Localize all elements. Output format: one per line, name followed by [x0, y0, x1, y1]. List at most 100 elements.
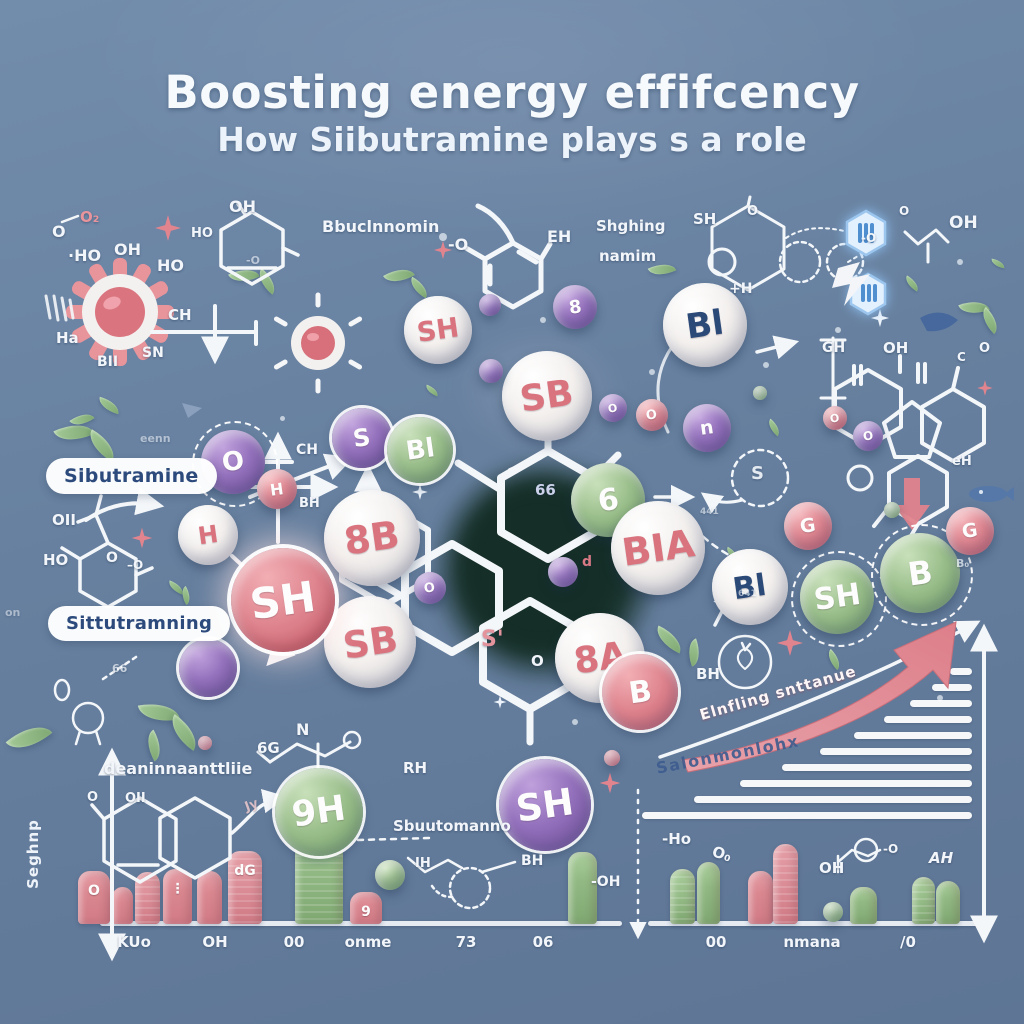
molecule-sphere: Bl [387, 417, 453, 483]
chart-bar [163, 869, 192, 924]
chart-bar [850, 887, 877, 924]
right-chart-x-axis [648, 921, 990, 926]
chart-bar [350, 892, 382, 924]
chem-label: HO [191, 226, 213, 241]
chem-label: OH [114, 240, 141, 259]
sun-burst-icon [66, 258, 174, 366]
chem-label: B₀ [956, 557, 970, 570]
molecule-sphere: B [880, 533, 960, 613]
sphere-label: 8B [341, 512, 403, 564]
chem-label: OII [52, 511, 76, 529]
sphere-label: Bl [683, 302, 727, 348]
chart-bar [912, 877, 935, 924]
decor-dot [957, 259, 963, 265]
chem-label: eenn [140, 432, 171, 445]
chem-label: -O [861, 231, 877, 245]
sphere-label: Bl [403, 433, 437, 467]
chem-label: OH [229, 197, 256, 216]
chem-label: SN [142, 345, 164, 361]
chem-label: RH [403, 759, 428, 777]
page-subtitle: How Siibutramine plays s a role [217, 120, 807, 159]
chem-label: eH [952, 454, 972, 469]
sphere-label: SH [247, 571, 319, 629]
chem-label: HO [157, 256, 184, 275]
molecule-sphere: 8 [553, 285, 597, 329]
molecule-sphere: B [602, 654, 678, 730]
molecule-sphere: SH [800, 560, 874, 634]
molecule-sphere [375, 860, 405, 890]
sphere-label: BIA [619, 521, 697, 575]
bulb-doodle [53, 655, 138, 746]
chem-label: -O [448, 235, 469, 254]
chem-label: 6G [257, 739, 280, 757]
molecule-sphere: BIA [611, 501, 705, 595]
chem-label: 66 [535, 481, 556, 499]
ring-left-mid [60, 494, 154, 609]
chem-label: O [87, 790, 99, 805]
chem-label: O [52, 222, 66, 241]
chart-bar [568, 852, 597, 924]
chem-label: Sbuutomanno [393, 817, 511, 835]
sphere-label: SH [811, 576, 863, 618]
chem-label: S [751, 463, 764, 484]
staircase-bar [694, 796, 972, 803]
sphere-label: SB [339, 616, 401, 668]
molecule-sphere [604, 750, 620, 766]
benzene-top-center [463, 203, 553, 310]
decor-dot [763, 362, 769, 368]
molecule-sphere: n [683, 404, 731, 452]
chem-label: IH [415, 856, 431, 871]
tally-marks [44, 294, 75, 322]
chart-bar [773, 844, 798, 924]
chart-category-label: nmana [783, 933, 841, 951]
decor-dot [835, 327, 841, 333]
molecule-sphere: O [823, 406, 847, 430]
sphere-label: O [829, 410, 841, 426]
staircase-bar [932, 684, 972, 691]
decor-dot [540, 317, 546, 323]
molecule-sphere [548, 557, 578, 587]
decor-dot [439, 233, 447, 241]
chem-label: GH [822, 340, 846, 356]
molecule-sphere: S [332, 408, 392, 468]
chem-label: O [747, 204, 759, 219]
molecule-sphere: SB [502, 351, 592, 441]
sphere-label: H [269, 478, 285, 500]
chart-category-label: /0 [900, 933, 916, 951]
benzene-top-right [707, 195, 786, 292]
chart-bar-label: dG [234, 863, 256, 879]
molecule-sphere [823, 902, 843, 922]
chem-label: CH [296, 442, 318, 458]
chem-label: on [5, 606, 21, 619]
blue-fish-shape [969, 486, 1014, 502]
molecule-sphere: O [636, 399, 668, 431]
chem-label: C [957, 350, 966, 364]
staircase-bar [950, 668, 972, 675]
o2-bond [60, 214, 80, 224]
chem-label: ·HO [68, 246, 102, 265]
molecule-sphere: SB [324, 596, 416, 688]
molecule-sphere: G [946, 507, 994, 555]
decor-dot [649, 369, 655, 375]
chem-label: -Ho [662, 830, 692, 848]
sphere-label: SB [517, 371, 577, 421]
chem-label: +H [729, 281, 753, 297]
decor-dot [572, 719, 578, 725]
molecule-sphere: O [599, 394, 627, 422]
sphere-label: SH [513, 779, 577, 831]
chem-label: Shghing [596, 217, 666, 235]
sphere-label: SH [415, 311, 461, 349]
sphere-label: O [219, 445, 247, 479]
molecule-sphere [479, 359, 503, 383]
chart-category-label: 00 [283, 933, 305, 951]
sphere-label: B [905, 552, 935, 594]
chart-category-label: OH [202, 933, 228, 951]
chem-label: -O [246, 254, 260, 267]
chem-label: namim [599, 247, 657, 265]
sphere-dashed-ring [871, 524, 973, 626]
sphere-label: G [798, 514, 818, 538]
chem-label: O [979, 341, 991, 356]
sibutramine-badge-2: Sittutramning [48, 606, 231, 641]
chem-label: O [531, 652, 544, 670]
sphere-label: H [196, 519, 220, 551]
